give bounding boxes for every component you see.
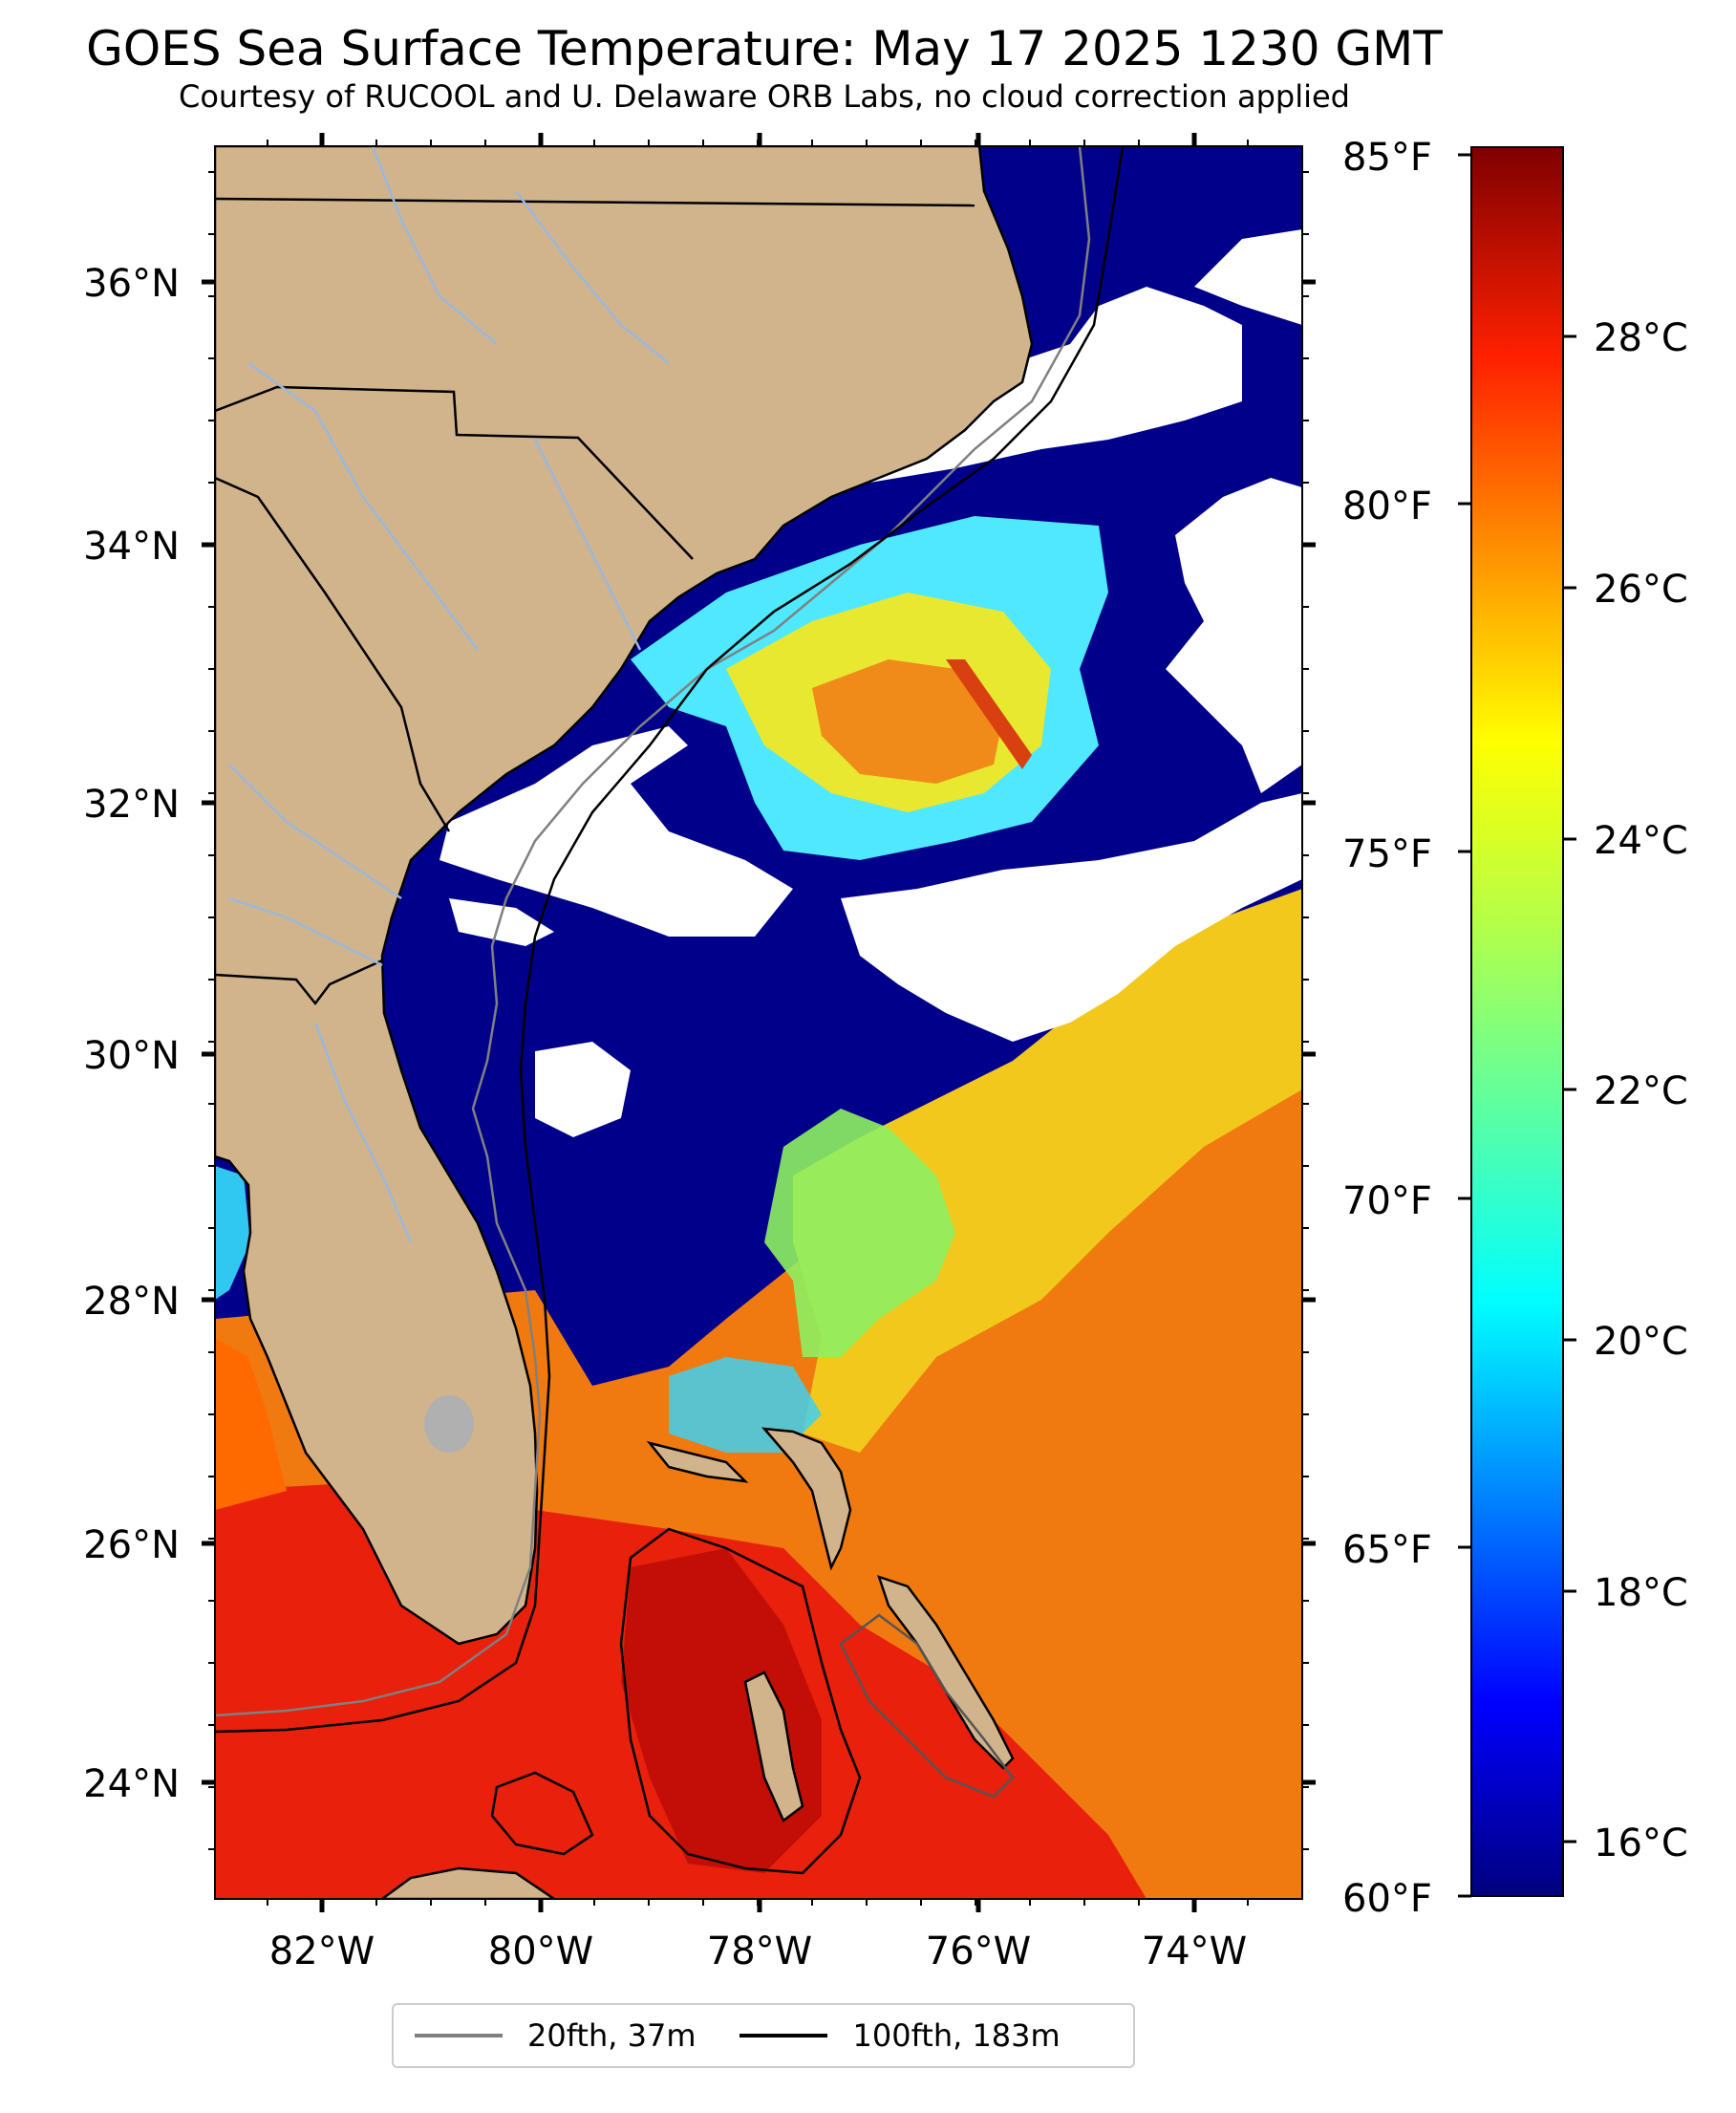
colorbar-label-28c: 28°C [1594, 316, 1688, 360]
axis-ticks [202, 133, 1316, 1912]
lake-okeechobee [424, 1395, 474, 1453]
colorbar-label-60f: 60°F [1342, 1877, 1432, 1921]
colorbar-label-65f: 65°F [1342, 1528, 1432, 1572]
state-border-sc-ga [215, 476, 451, 832]
cloud-region-north [1194, 229, 1302, 325]
map-area [215, 146, 1302, 1899]
cloud-region-small-2 [535, 1042, 631, 1137]
green-water-region [764, 1109, 955, 1357]
lat-label-36n: 36°N [83, 262, 180, 306]
colorbar-label-24c: 24°C [1594, 819, 1688, 863]
legend-label-20fth: 20fth, 37m [527, 2017, 697, 2054]
lon-label-82w: 82°W [269, 1930, 375, 1973]
lat-label-30n: 30°N [83, 1034, 180, 1078]
bahamas-abaco [761, 1427, 852, 1571]
carolina-orange-patch [812, 659, 1003, 784]
colorbar-label-85f: 85°F [1342, 136, 1432, 180]
carolina-red-streak [946, 659, 1032, 769]
lon-label-76w: 76°W [926, 1930, 1031, 1973]
legend-item-100fth: 100fth, 183m [739, 2017, 1061, 2054]
map-subtitle: Courtesy of RUCOOL and U. Delaware ORB L… [179, 78, 1350, 115]
legend-item-20fth: 20fth, 37m [415, 2017, 696, 2054]
colorbar-label-22c: 22°C [1594, 1069, 1688, 1113]
lat-label-34n: 34°N [83, 525, 180, 569]
colorbar-label-80f: 80°F [1342, 485, 1432, 528]
contour-bank-south [490, 1771, 594, 1856]
map-title: GOES Sea Surface Temperature: May 17 202… [86, 21, 1443, 76]
colorbar-ticks [1458, 153, 1576, 1898]
colorbar-label-75f: 75°F [1342, 832, 1432, 876]
cloud-region-small-1 [449, 898, 554, 946]
lat-label-32n: 32°N [83, 783, 180, 827]
bahamas-andros [743, 1671, 804, 1822]
cyan-water-region [669, 1357, 822, 1453]
contour-bank-exuma [839, 1613, 1015, 1799]
colorbar-label-26c: 26°C [1594, 568, 1688, 612]
cuba-land [379, 1866, 557, 1899]
colorbar-label-18c: 18°C [1594, 1571, 1688, 1615]
state-border-va-nc [215, 197, 975, 207]
lat-label-26n: 26°N [83, 1523, 180, 1567]
contour-legend: 20fth, 37m 100fth, 183m [392, 2003, 1135, 2068]
legend-line-black [739, 2034, 828, 2038]
bahamas-eleuthera [877, 1575, 1015, 1770]
colorbar-label-20c: 20°C [1594, 1320, 1688, 1364]
yellow-water-region [793, 889, 1302, 1453]
rivers [228, 146, 670, 1243]
colorbar [1470, 146, 1564, 1897]
legend-label-100fth: 100fth, 183m [852, 2017, 1061, 2054]
orange-gulf-region [215, 1338, 287, 1510]
lon-label-78w: 78°W [707, 1930, 812, 1973]
lat-label-28n: 28°N [83, 1280, 180, 1324]
colorbar-label-70f: 70°F [1342, 1179, 1432, 1223]
lon-label-74w: 74°W [1142, 1930, 1247, 1973]
colorbar-label-16c: 16°C [1594, 1822, 1688, 1865]
us-southeast-land [215, 146, 1034, 1646]
lat-label-24n: 24°N [83, 1762, 180, 1806]
state-border-nc-sc [215, 385, 694, 560]
cloud-region-east [1166, 478, 1302, 793]
bahamas-grand [646, 1440, 749, 1483]
contour-20fth [215, 146, 1091, 1717]
cloud-region-central [841, 793, 1302, 1042]
cyan-gulf-region [215, 1166, 250, 1300]
lon-label-80w: 80°W [488, 1930, 593, 1973]
state-border-ga-fl [215, 959, 383, 1006]
contour-bank-east [619, 1527, 862, 1875]
contour-100fth [215, 146, 1125, 1734]
legend-line-gray [415, 2034, 503, 2038]
cloud-region-georgia-band [439, 726, 793, 937]
